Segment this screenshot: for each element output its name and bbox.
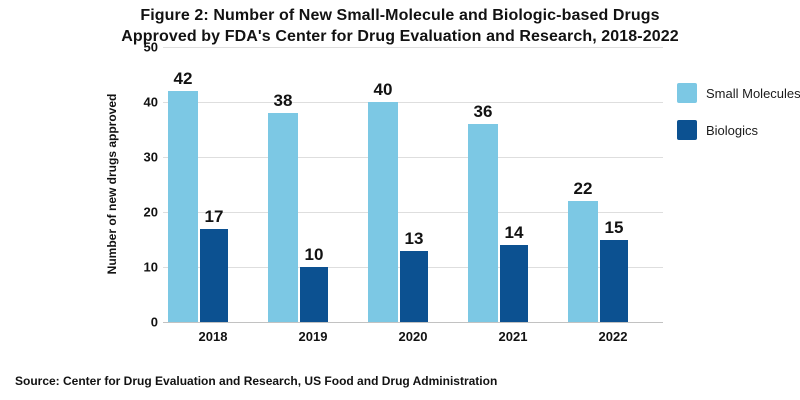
- value-label-small-molecules-2019: 38: [273, 91, 293, 110]
- gridline-30: [163, 156, 663, 158]
- chart-title: Figure 2: Number of New Small-Molecule a…: [0, 5, 800, 47]
- legend-item-biologics: Biologics: [677, 120, 800, 140]
- chart-title-line1: Figure 2: Number of New Small-Molecule a…: [140, 7, 660, 24]
- value-label-biologics-2018: 17: [204, 206, 224, 226]
- legend-label-biologics: Biologics: [706, 122, 759, 138]
- bar-biologics-2021: [500, 245, 528, 322]
- gridline-0: [163, 321, 663, 323]
- legend-label-small-molecules: Small Molecules: [706, 85, 800, 101]
- plot-area: 42 17 38 10 40 13 36 14 22 15: [163, 46, 663, 323]
- legend-swatch-biologics: [677, 120, 697, 140]
- value-label-small-molecules-2020: 40: [373, 80, 393, 99]
- bar-biologics-2018: [200, 228, 228, 322]
- legend-swatch-small-molecules: [677, 83, 697, 103]
- y-tick-label-40: 40: [143, 94, 158, 110]
- gridline-40: [163, 101, 663, 103]
- value-label-small-molecules-2021: 36: [473, 102, 493, 121]
- gridline-20: [163, 211, 663, 213]
- bar-biologics-2019: [300, 267, 328, 322]
- value-label-small-molecules-2018: 42: [173, 69, 193, 88]
- bar-small-molecules-2022: [568, 201, 598, 322]
- value-label-biologics-2022: 15: [604, 217, 624, 237]
- y-tick-label-20: 20: [143, 204, 158, 220]
- legend: Small Molecules Biologics: [677, 83, 800, 157]
- value-label-biologics-2021: 14: [504, 223, 524, 242]
- value-label-biologics-2019: 10: [304, 245, 324, 264]
- value-label-small-molecules-2022: 22: [573, 179, 593, 198]
- x-tick-label-2019: 2019: [298, 329, 328, 344]
- bar-small-molecules-2020: [368, 102, 398, 322]
- gridline-50: [163, 46, 663, 48]
- y-tick-label-10: 10: [143, 259, 158, 275]
- x-tick-label-2018: 2018: [198, 329, 228, 344]
- x-tick-label-2021: 2021: [498, 329, 528, 344]
- y-axis-title: Number of new drugs approved: [105, 93, 119, 275]
- x-tick-label-2020: 2020: [398, 329, 428, 344]
- bar-small-molecules-2021: [468, 124, 498, 322]
- y-axis-ticks: 0 10 20 30 40 50: [118, 0, 158, 400]
- bar-biologics-2022: [600, 239, 628, 322]
- y-tick-label-50: 50: [143, 39, 158, 55]
- y-tick-label-30: 30: [143, 149, 158, 165]
- value-label-biologics-2020: 13: [404, 228, 424, 248]
- source-note: Source: Center for Drug Evaluation and R…: [15, 374, 498, 388]
- bar-small-molecules-2019: [268, 113, 298, 322]
- bar-small-molecules-2018: [168, 91, 198, 322]
- bar-biologics-2020: [400, 250, 428, 322]
- chart-title-line2: Approved by FDA's Center for Drug Evalua…: [121, 28, 679, 45]
- y-tick-label-0: 0: [150, 314, 158, 330]
- x-tick-label-2022: 2022: [598, 329, 628, 344]
- legend-item-small-molecules: Small Molecules: [677, 83, 800, 103]
